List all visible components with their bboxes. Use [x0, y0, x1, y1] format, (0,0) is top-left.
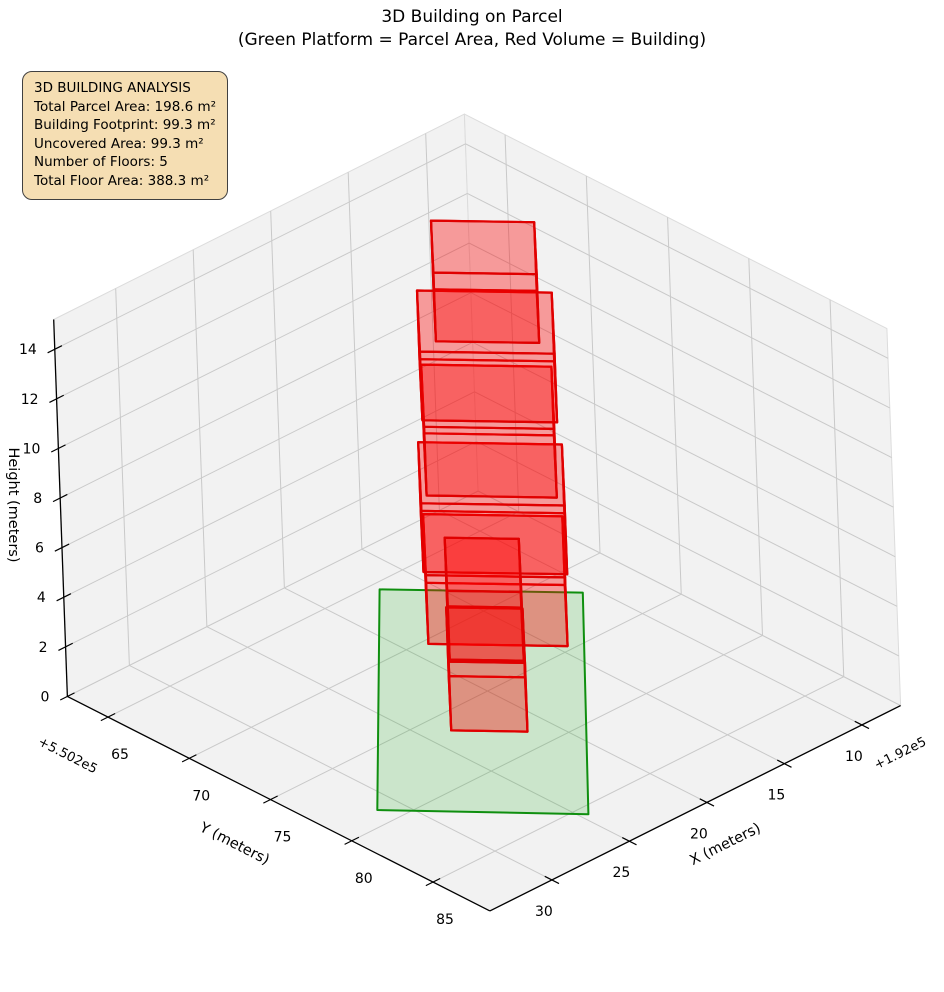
svg-text:Y (meters): Y (meters)	[196, 819, 272, 868]
svg-text:80: 80	[355, 871, 373, 887]
info-building-footprint: Building Footprint: 99.3 m²	[34, 117, 216, 134]
info-number-of-floors: Number of Floors: 5	[34, 154, 168, 171]
info-total-parcel-area: Total Parcel Area: 198.6 m²	[34, 98, 217, 115]
svg-text:Height (meters): Height (meters)	[5, 447, 21, 562]
building-floor-boxes	[415, 219, 569, 733]
svg-text:65: 65	[111, 747, 129, 763]
grid-lines	[54, 133, 901, 883]
building-analysis-info-box: 3D BUILDING ANALYSIS Total Parcel Area: …	[22, 71, 229, 200]
svg-text:12: 12	[21, 392, 39, 408]
svg-text:8: 8	[33, 491, 42, 507]
axis-lines	[53, 319, 901, 912]
building-box-floor-5	[429, 219, 541, 344]
svg-text:+1.92e5: +1.92e5	[872, 735, 929, 773]
chart-title: 3D Building on Parcel	[381, 7, 563, 27]
chart-title-block: 3D Building on Parcel (Green Platform = …	[0, 6, 944, 52]
building-box-annex-floor-2	[443, 536, 525, 662]
info-heading: 3D BUILDING ANALYSIS	[34, 80, 191, 96]
svg-text:75: 75	[274, 830, 292, 846]
svg-text:30: 30	[535, 904, 553, 920]
chart-subtitle: (Green Platform = Parcel Area, Red Volum…	[237, 30, 707, 50]
info-total-floor-area: Total Floor Area: 388.3 m²	[34, 172, 210, 189]
svg-text:70: 70	[192, 788, 210, 804]
svg-text:25: 25	[612, 865, 630, 881]
svg-text:10: 10	[23, 441, 41, 457]
svg-text:10: 10	[845, 749, 863, 765]
tick-marks	[47, 345, 870, 887]
svg-text:4: 4	[37, 590, 46, 606]
building-box-floor-1	[422, 512, 569, 648]
svg-text:0: 0	[40, 689, 49, 705]
svg-text:15: 15	[767, 788, 785, 804]
building-box-floor-3	[420, 363, 558, 499]
svg-text:20: 20	[690, 826, 708, 842]
info-uncovered-area: Uncovered Area: 99.3 m²	[34, 135, 204, 152]
svg-text:6: 6	[35, 541, 44, 557]
svg-text:2: 2	[39, 640, 48, 656]
svg-text:+5.502e5: +5.502e5	[35, 735, 99, 778]
svg-text:14: 14	[19, 342, 37, 358]
svg-text:85: 85	[436, 912, 454, 928]
